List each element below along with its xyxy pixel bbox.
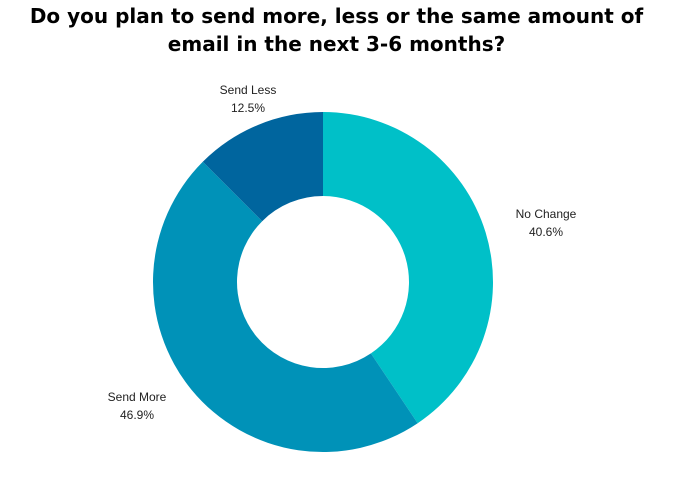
slice-label-send-more: Send More [108, 390, 167, 404]
chart-title: Do you plan to send more, less or the sa… [0, 2, 673, 58]
slice-value-send-more: 46.9% [120, 408, 154, 422]
slice-value-no-change: 40.6% [529, 225, 563, 239]
slice-label-send-less: Send Less [220, 83, 277, 97]
donut-slice-send-more [152, 161, 418, 453]
chart-title-line-1: Do you plan to send more, less or the sa… [29, 4, 644, 28]
donut-slice-no-change [323, 112, 493, 424]
chart-title-line-2: email in the next 3-6 months? [167, 32, 506, 56]
slice-label-no-change: No Change [516, 207, 577, 221]
slice-value-send-less: 12.5% [231, 101, 265, 115]
donut-slice-send-less [202, 112, 323, 222]
